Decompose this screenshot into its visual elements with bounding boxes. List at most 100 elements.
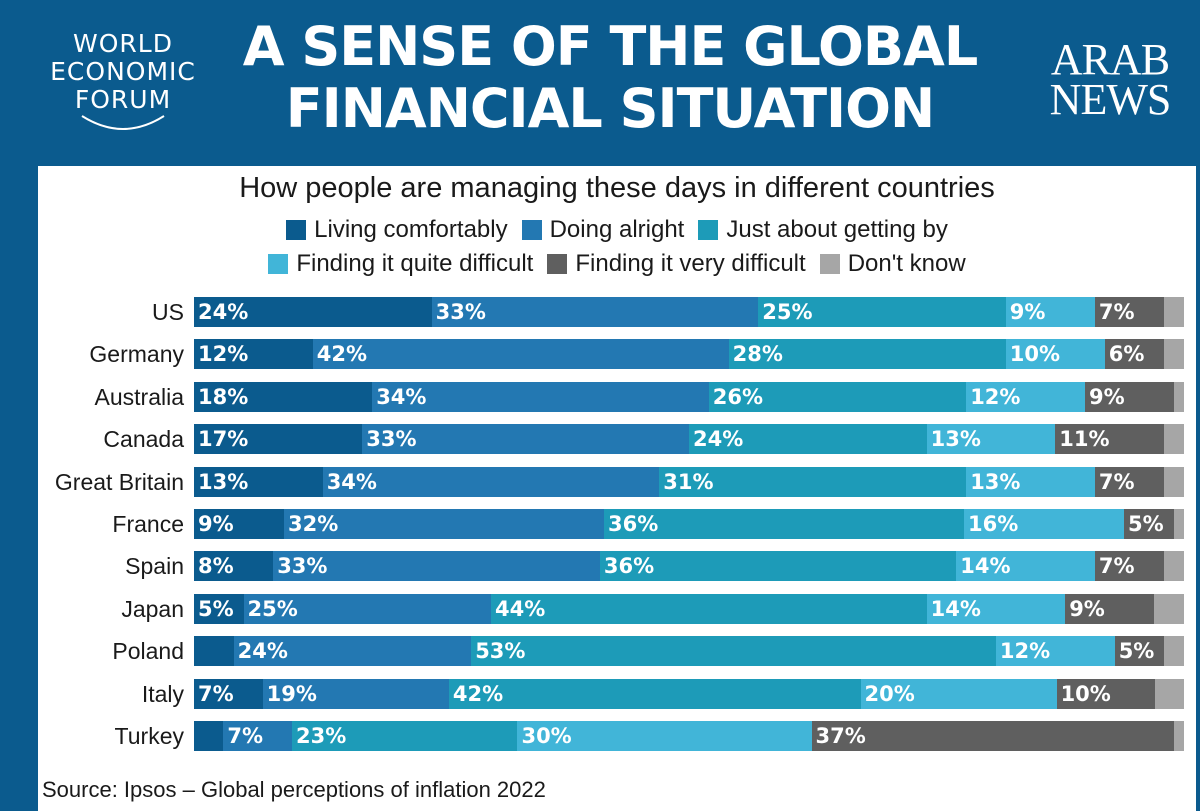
legend-item: Living comfortably	[286, 216, 508, 244]
bar-segment	[1065, 593, 1155, 624]
data-label: 36%	[608, 512, 659, 536]
legend-item: Don't know	[819, 250, 966, 278]
data-label: 14%	[930, 596, 981, 621]
data-label: 6%	[1108, 342, 1145, 367]
legend-item: Finding it very difficult	[547, 250, 806, 278]
legend-swatch	[547, 254, 568, 274]
data-label: 12%	[198, 342, 249, 367]
data-label: 30%	[521, 724, 572, 748]
page-title: A SENSE OF THE GLOBAL FINANCIAL SITUATIO…	[230, 16, 990, 140]
legend-label: Just about getting by	[726, 216, 948, 243]
brand-line-2: NEWS	[1049, 75, 1172, 124]
legend-swatch	[521, 220, 542, 240]
data-label: 24%	[237, 639, 288, 664]
data-label: 7%	[1098, 300, 1135, 324]
bar-segment	[223, 721, 292, 751]
arab-news-logo: ARAB NEWS	[1040, 35, 1180, 124]
wef-logo-line-3: FORUM	[74, 85, 172, 114]
bar-segment	[1005, 297, 1095, 327]
legend-item: Just about getting by	[698, 216, 948, 244]
data-label: 12%	[970, 384, 1021, 409]
bar-segment	[966, 381, 1085, 412]
header-banner	[0, 0, 1200, 166]
category-label: Poland	[112, 638, 184, 665]
bar-segment	[1104, 339, 1165, 370]
bar-segment	[1005, 339, 1105, 370]
data-label: 34%	[326, 469, 377, 494]
data-label: 9%	[1009, 300, 1046, 324]
bar-segment	[243, 593, 491, 624]
category-label: Great Britain	[54, 468, 184, 495]
data-label: 23%	[296, 724, 347, 748]
data-label: 25%	[247, 596, 298, 621]
category-label: Germany	[89, 341, 184, 368]
bar-segment	[1124, 509, 1174, 539]
data-label: 44%	[495, 596, 546, 621]
legend-swatch	[698, 220, 719, 240]
data-label: 33%	[435, 300, 486, 324]
data-label: 19%	[266, 681, 317, 706]
data-label: 10%	[1060, 681, 1111, 706]
bar-segment	[1164, 551, 1184, 582]
data-label: 7%	[227, 724, 264, 748]
bar-segment	[517, 721, 812, 751]
category-label: Spain	[125, 553, 184, 580]
category-label: US	[152, 299, 184, 325]
legend-item: Doing alright	[521, 216, 684, 244]
bar-segment	[708, 381, 967, 412]
data-label: 24%	[198, 300, 249, 324]
bar-segment	[471, 636, 996, 667]
chart-legend: Living comfortably Doing alright Just abou…	[38, 216, 1196, 278]
legend-item: Finding it quite difficult	[268, 250, 533, 278]
title-line-1: A SENSE OF THE GLOBAL	[242, 15, 979, 78]
bar-segment	[194, 509, 284, 539]
data-label: 20%	[864, 681, 915, 706]
wef-logo: WORLD ECONOMIC FORUM	[28, 30, 218, 114]
source-note: Source: Ipsos – Global perceptions of in…	[42, 777, 546, 802]
data-label: 11%	[1059, 427, 1110, 452]
bar-segment	[689, 424, 927, 455]
bar-segment	[1164, 297, 1184, 327]
data-label: 7%	[1098, 554, 1135, 579]
bar-segment	[194, 551, 274, 582]
bar-segment	[312, 339, 729, 370]
bar-segment	[659, 466, 967, 497]
bar-segment	[926, 593, 1066, 624]
data-label: 18%	[198, 384, 249, 409]
category-label: Australia	[94, 383, 184, 410]
data-label: 12%	[999, 639, 1051, 664]
category-label: Italy	[141, 680, 184, 707]
data-label: 25%	[762, 300, 813, 324]
bar-segment	[1085, 381, 1175, 412]
bar-segment	[926, 424, 1056, 455]
bar-segment	[758, 297, 1006, 327]
chart-title: How people are managing these days in di…	[239, 172, 995, 204]
bar-segment	[1174, 509, 1184, 539]
frame-left	[0, 166, 38, 811]
bar-segment	[1055, 424, 1165, 455]
bar-segment	[194, 678, 263, 709]
bar-segment	[448, 678, 861, 709]
bar-segment	[1094, 466, 1165, 497]
legend-label: Finding it very difficult	[575, 250, 806, 277]
bar-segment	[604, 509, 964, 539]
brand-line-1: ARAB	[1050, 35, 1170, 84]
bar-segment	[194, 466, 323, 497]
data-label: 31%	[663, 469, 714, 494]
bar-segment	[966, 466, 1095, 497]
data-label: 9%	[1089, 384, 1125, 409]
data-label: 13%	[198, 469, 249, 494]
data-label: 53%	[475, 639, 526, 664]
bar-segment	[284, 509, 604, 539]
data-label: 36%	[603, 554, 655, 579]
bar-segment	[194, 636, 234, 667]
data-label: 14%	[960, 554, 1011, 579]
bar-segment	[964, 509, 1124, 539]
data-label: 5%	[1128, 512, 1164, 536]
bar-segment	[292, 721, 518, 751]
bar-segment	[728, 339, 1006, 370]
data-label: 8%	[198, 554, 234, 579]
data-label: 24%	[693, 427, 744, 452]
bar-segment	[273, 551, 600, 582]
wef-arc-icon	[81, 115, 165, 130]
